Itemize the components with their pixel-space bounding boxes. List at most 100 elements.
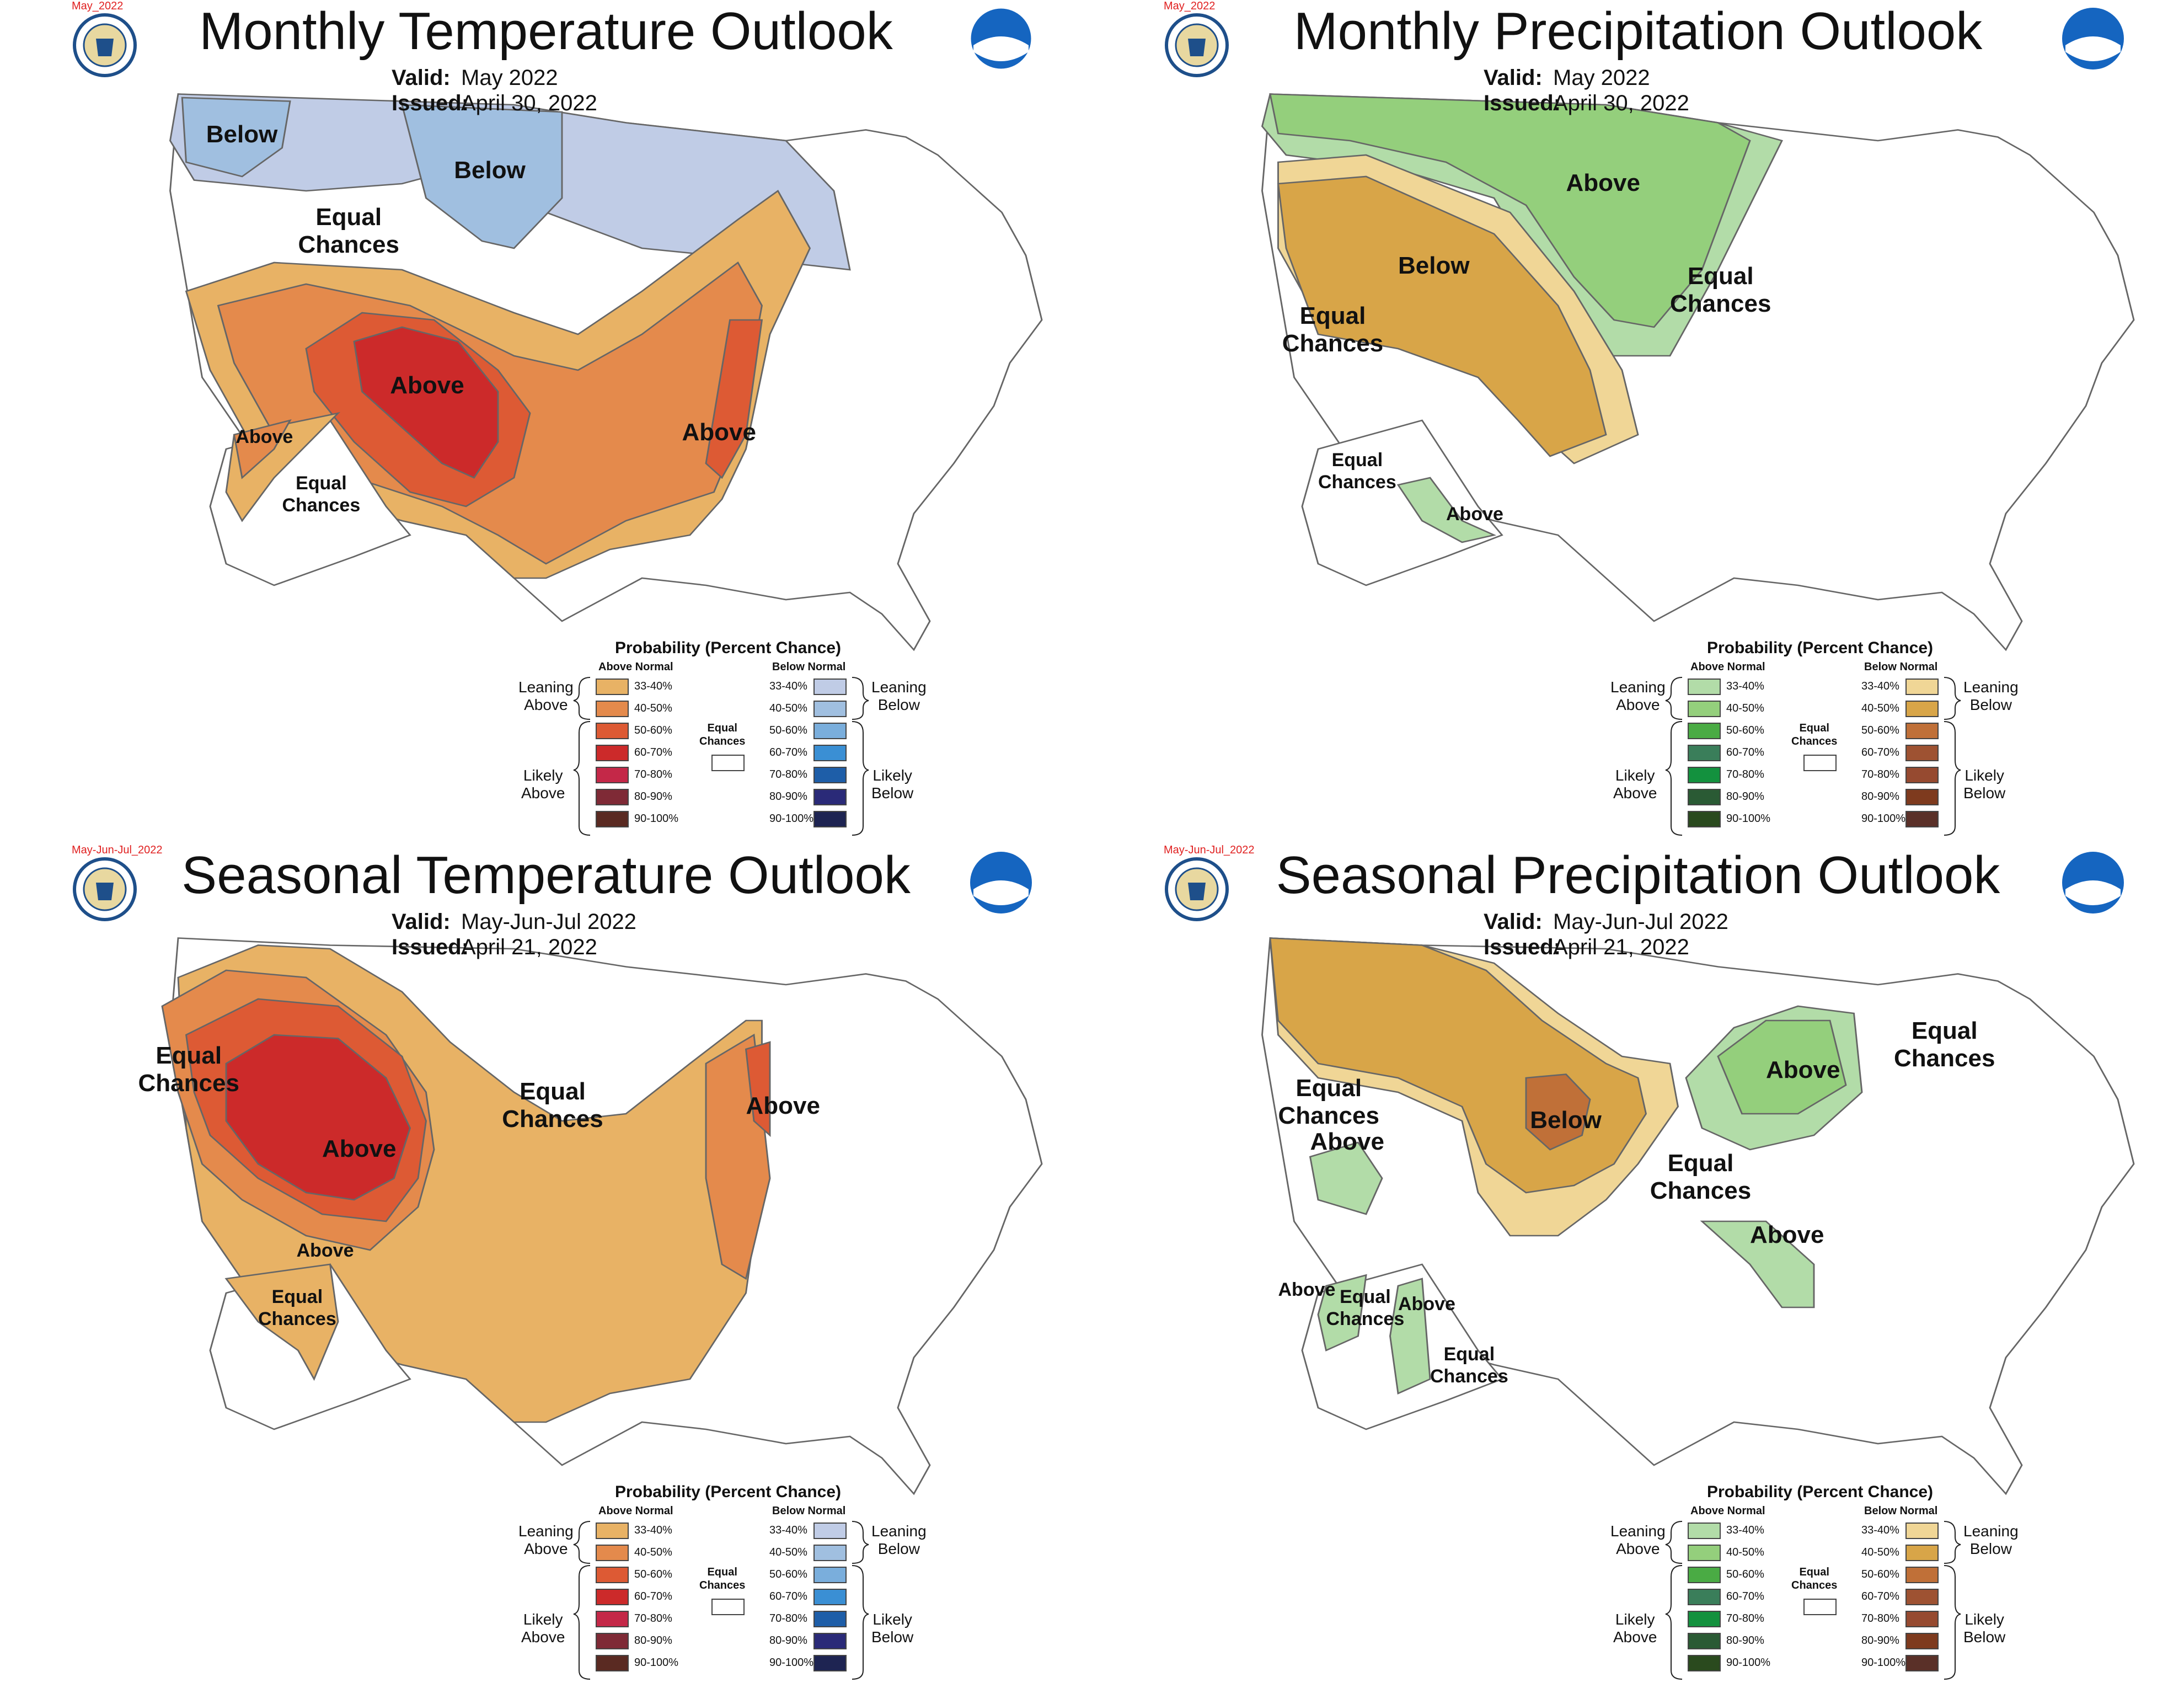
- legend-swatch-below: [813, 767, 847, 783]
- legend-equal-chances-swatch: [1803, 1599, 1837, 1615]
- commerce-seal-icon: [1165, 857, 1229, 921]
- legend-range-above: 90-100%: [634, 1657, 679, 1669]
- legend-range-below: 60-70%: [1861, 1590, 1899, 1602]
- map-label: Equal Chances: [1894, 1017, 1995, 1072]
- legend-range-below: 90-100%: [769, 813, 814, 825]
- legend-range-above: 70-80%: [634, 768, 672, 781]
- legend-range-below: 90-100%: [769, 1657, 814, 1669]
- legend-likely-below: Likely Below: [1963, 767, 2006, 802]
- map-seasonal-temperature: [161, 937, 1043, 1495]
- valid-issued-block: Valid: May 2022 Issued: April 30, 2022: [1484, 65, 1689, 116]
- noaa-logo-icon: [970, 852, 1032, 914]
- map-layer: [169, 93, 1043, 651]
- legend-swatch-above: [1688, 767, 1721, 783]
- commerce-seal-icon: [73, 13, 137, 77]
- legend-range-above: 33-40%: [1726, 1524, 1764, 1536]
- issued-value: April 21, 2022: [1553, 935, 1689, 959]
- legend-range-below: 60-70%: [1861, 746, 1899, 758]
- legend-range-below: 50-60%: [769, 1568, 807, 1580]
- panel-title: Monthly Precipitation Outlook: [1293, 2, 1983, 61]
- legend-range-above: 60-70%: [1726, 746, 1764, 758]
- legend-swatch-above: [596, 1523, 629, 1539]
- legend-swatch-above: [1688, 1633, 1721, 1649]
- issued-label: Issued:: [1484, 935, 1561, 959]
- legend-below-normal-header: Below Normal: [1864, 1505, 1938, 1517]
- legend-brackets: [573, 677, 869, 836]
- legend-likely-above: Likely Above: [521, 767, 565, 802]
- legend-range-above: 40-50%: [1726, 1546, 1764, 1558]
- legend-swatch-above: [1688, 1545, 1721, 1561]
- panel-title: Seasonal Precipitation Outlook: [1276, 846, 2000, 905]
- map-label: Equal Chances: [1318, 450, 1396, 493]
- legend-swatch-below: [1905, 767, 1939, 783]
- legend-swatch-below: [1905, 745, 1939, 761]
- valid-label: Valid:: [392, 66, 451, 90]
- legend-swatch-below: [1905, 701, 1939, 717]
- above-40-50-region: [1269, 93, 1751, 328]
- alaska-above-33-40-east: [1389, 1278, 1431, 1395]
- legend-range-below: 70-80%: [769, 768, 807, 781]
- legend-range-below: 70-80%: [1861, 1612, 1899, 1625]
- valid-value: May 2022: [461, 66, 558, 90]
- map-label: Below: [206, 120, 278, 148]
- legend-range-below: 40-50%: [769, 1546, 807, 1558]
- legend-swatch-below: [813, 1545, 847, 1561]
- legend-equal-chances-swatch: [711, 1599, 745, 1615]
- map-label: Above: [296, 1240, 354, 1261]
- legend-above-normal-header: Above Normal: [598, 1505, 673, 1517]
- legend-swatch-below: [813, 1655, 847, 1671]
- legend-heading: Probability (Percent Chance): [614, 639, 842, 657]
- legend-swatch-above: [596, 679, 629, 695]
- map-monthly-temperature: [169, 93, 1043, 651]
- alaska-above-33-40-west: [1317, 1274, 1367, 1352]
- legend-heading: Probability (Percent Chance): [1706, 1483, 1934, 1501]
- legend-swatch-above: [596, 1655, 629, 1671]
- legend-swatch-above: [1688, 1589, 1721, 1605]
- valid-label: Valid:: [1484, 66, 1543, 90]
- legend-range-below: 90-100%: [1861, 813, 1906, 825]
- legend-swatch-above: [1688, 745, 1721, 761]
- map-layer: [1261, 937, 2135, 1495]
- legend-swatch-above: [1688, 701, 1721, 717]
- legend-range-below: 33-40%: [769, 680, 807, 692]
- map-label: Equal Chances: [1278, 1074, 1379, 1129]
- above-60-70-region: [353, 326, 499, 479]
- legend-range-below: 80-90%: [1861, 790, 1899, 803]
- legend-range-above: 50-60%: [1726, 724, 1764, 736]
- legend-likely-below: Likely Below: [871, 1611, 914, 1646]
- issued-label: Issued:: [392, 91, 469, 115]
- legend-swatch-below: [813, 745, 847, 761]
- issued-value: April 30, 2022: [461, 91, 597, 115]
- legend-swatch-above: [596, 1567, 629, 1583]
- legend-range-above: 33-40%: [1726, 680, 1764, 692]
- legend-swatch-above: [1688, 1567, 1721, 1583]
- valid-value: May 2022: [1553, 66, 1650, 90]
- legend-above-normal-header: Above Normal: [1690, 661, 1765, 673]
- date-tag: May_2022: [1164, 0, 1216, 12]
- legend: Probability (Percent Chance) Above Normal…: [1588, 1483, 2030, 1688]
- legend-swatch-below: [1905, 723, 1939, 739]
- issued-value: April 30, 2022: [1553, 91, 1689, 115]
- legend-range-above: 90-100%: [634, 813, 679, 825]
- map-layer: [1261, 93, 2135, 651]
- legend-swatch-below: [813, 1633, 847, 1649]
- legend-range-above: 80-90%: [1726, 1634, 1764, 1647]
- legend-swatch-above: [1688, 811, 1721, 827]
- legend-range-below: 80-90%: [769, 790, 807, 803]
- map-monthly-precipitation: [1261, 93, 2135, 651]
- legend: Probability (Percent Chance) Above Normal…: [1588, 639, 2030, 844]
- legend-range-below: 60-70%: [769, 746, 807, 758]
- legend-leaning-above: Leaning Above: [1610, 1523, 1666, 1557]
- legend-brackets: [1665, 1521, 1961, 1680]
- legend-swatch-below: [1905, 1545, 1939, 1561]
- map-label: Equal Chances: [1326, 1286, 1405, 1329]
- valid-value: May-Jun-Jul 2022: [1553, 910, 1728, 934]
- legend-likely-above: Likely Above: [1613, 767, 1657, 802]
- legend-heading: Probability (Percent Chance): [1706, 639, 1934, 657]
- legend-swatch-below: [813, 723, 847, 739]
- legend-range-below: 40-50%: [1861, 1546, 1899, 1558]
- legend-swatch-above: [1688, 1655, 1721, 1671]
- legend-range-above: 70-80%: [1726, 768, 1764, 781]
- noaa-logo-icon: [969, 7, 1033, 71]
- legend-range-above: 90-100%: [1726, 813, 1771, 825]
